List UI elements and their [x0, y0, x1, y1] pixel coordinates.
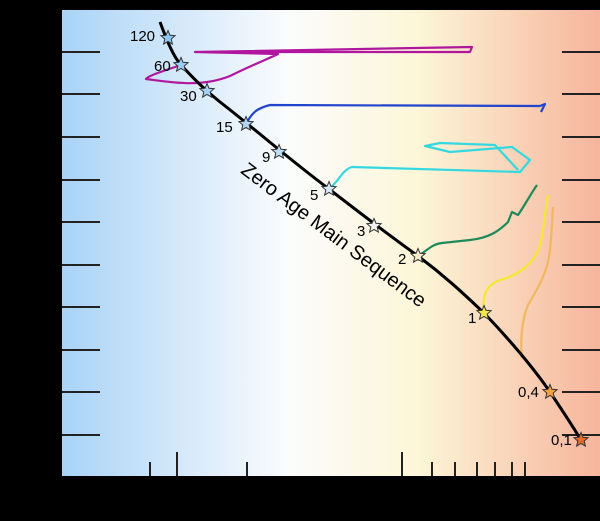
star — [237, 115, 255, 132]
mass-label: 120 — [130, 28, 155, 45]
mass-label: 3 — [357, 223, 365, 240]
stars: 120 60 30 15 9 5 3 2 1 0,4 0,1 — [130, 28, 590, 449]
track-04 — [520, 206, 555, 359]
mass-label: 5 — [310, 187, 318, 204]
track-60 — [144, 45, 474, 85]
mass-label: 15 — [216, 119, 233, 136]
star — [159, 29, 177, 46]
mass-label: 1 — [468, 310, 476, 327]
zams-curve — [158, 21, 583, 441]
mass-label: 0,4 — [518, 384, 539, 401]
mass-label: 60 — [154, 58, 171, 75]
star — [541, 383, 559, 400]
track-5 — [328, 141, 532, 190]
star — [172, 56, 190, 73]
track-2 — [417, 184, 538, 257]
ticks — [62, 51, 600, 476]
star — [409, 247, 427, 264]
track-1 — [482, 194, 550, 314]
mass-label: 9 — [262, 149, 270, 166]
star — [572, 431, 590, 448]
star — [270, 143, 288, 160]
star — [475, 304, 493, 321]
mass-label: 0,1 — [551, 432, 572, 449]
star — [198, 82, 216, 99]
star — [365, 217, 383, 234]
evolution-tracks — [144, 45, 555, 359]
track-15 — [245, 102, 547, 125]
mass-label: 2 — [398, 251, 406, 268]
mass-label: 30 — [180, 88, 197, 105]
plot-area — [62, 10, 600, 476]
star — [320, 180, 338, 197]
